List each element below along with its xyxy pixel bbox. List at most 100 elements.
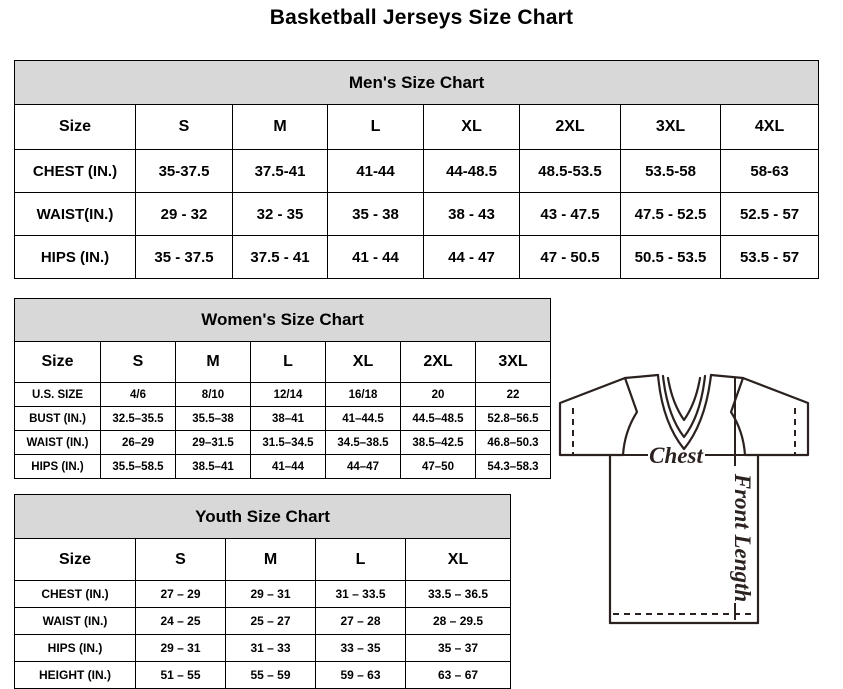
womens-cell-hips-l: 41–44 — [250, 454, 326, 479]
mens-cell-hips-l: 41 - 44 — [327, 235, 424, 279]
mens-cell-chest-3xl: 53.5-58 — [620, 149, 721, 193]
womens-cell-bust-l: 38–41 — [250, 406, 326, 431]
mens-cell-hips-3xl: 50.5 - 53.5 — [620, 235, 721, 279]
youth-col-header-xl: XL — [404, 538, 512, 581]
womens-cell-us-size-2xl: 20 — [400, 382, 476, 407]
youth-row-label-height: HEIGHT (IN.) — [14, 661, 136, 689]
mens-col-header-s: S — [135, 104, 233, 150]
table-row: HIPS (IN.) 29 – 31 31 – 33 33 – 35 35 – … — [14, 634, 512, 662]
youth-cell-chest-s: 27 – 29 — [135, 580, 226, 608]
womens-cell-hips-3xl: 54.3–58.3 — [474, 454, 552, 479]
mens-cell-hips-m: 37.5 - 41 — [232, 235, 328, 279]
womens-row-label-hips: HIPS (IN.) — [14, 454, 101, 479]
table-row: CHEST (IN.) 27 – 29 29 – 31 31 – 33.5 33… — [14, 580, 512, 608]
mens-row-label-chest: CHEST (IN.) — [14, 149, 136, 193]
youth-cell-chest-m: 29 – 31 — [225, 580, 316, 608]
mens-row-label-hips: HIPS (IN.) — [14, 235, 136, 279]
mens-cell-waist-4xl: 52.5 - 57 — [719, 192, 820, 236]
mens-col-header-4xl: 4XL — [719, 104, 820, 150]
womens-chart-banner-row: Women's Size Chart — [13, 298, 552, 342]
mens-cell-waist-l: 35 - 38 — [327, 192, 424, 236]
youth-cell-chest-l: 31 – 33.5 — [315, 580, 406, 608]
womens-cell-waist-xl: 34.5–38.5 — [325, 430, 401, 455]
table-row: U.S. SIZE 4/6 8/10 12/14 16/18 20 22 — [14, 382, 552, 407]
table-row: HEIGHT (IN.) 51 – 55 55 – 59 59 – 63 63 … — [14, 661, 512, 689]
mens-chart-header-row: Size S M L XL 2XL 3XL 4XL — [14, 104, 820, 150]
womens-col-header-l: L — [250, 341, 326, 383]
youth-col-header-m: M — [225, 538, 316, 581]
womens-cell-hips-m: 38.5–41 — [175, 454, 251, 479]
youth-size-chart-table: Youth Size Chart Size S M L XL CHEST (IN… — [13, 494, 512, 689]
youth-cell-height-xl: 63 – 67 — [404, 661, 512, 689]
womens-cell-waist-s: 26–29 — [100, 430, 176, 455]
youth-cell-waist-s: 24 – 25 — [135, 607, 226, 635]
womens-cell-waist-l: 31.5–34.5 — [250, 430, 326, 455]
mens-col-header-3xl: 3XL — [620, 104, 721, 150]
womens-cell-bust-m: 35.5–38 — [175, 406, 251, 431]
womens-col-header-xl: XL — [325, 341, 401, 383]
womens-col-header-2xl: 2XL — [400, 341, 476, 383]
mens-col-header-size: Size — [14, 104, 136, 150]
jersey-measurement-diagram: Chest Front Length — [525, 348, 843, 673]
youth-cell-hips-m: 31 – 33 — [225, 634, 316, 662]
womens-cell-bust-s: 32.5–35.5 — [100, 406, 176, 431]
chest-measurement-label: Chest — [649, 443, 703, 468]
youth-cell-hips-xl: 35 – 37 — [404, 634, 512, 662]
womens-cell-hips-2xl: 47–50 — [400, 454, 476, 479]
youth-chart-header-row: Size S M L XL — [14, 538, 512, 581]
womens-row-label-waist: WAIST (IN.) — [14, 430, 101, 455]
womens-col-header-m: M — [175, 341, 251, 383]
mens-col-header-l: L — [327, 104, 424, 150]
mens-col-header-xl: XL — [423, 104, 520, 150]
youth-chart-banner-row: Youth Size Chart — [13, 494, 512, 539]
youth-col-header-l: L — [315, 538, 406, 581]
mens-cell-chest-s: 35-37.5 — [135, 149, 233, 193]
womens-row-label-bust: BUST (IN.) — [14, 406, 101, 431]
mens-chart-banner-row: Men's Size Chart — [13, 60, 820, 105]
youth-cell-height-l: 59 – 63 — [315, 661, 406, 689]
table-row: WAIST(IN.) 29 - 32 32 - 35 35 - 38 38 - … — [14, 192, 820, 236]
mens-cell-chest-m: 37.5-41 — [232, 149, 328, 193]
table-row: CHEST (IN.) 35-37.5 37.5-41 41-44 44-48.… — [14, 149, 820, 193]
youth-cell-hips-s: 29 – 31 — [135, 634, 226, 662]
womens-cell-waist-2xl: 38.5–42.5 — [400, 430, 476, 455]
table-row: BUST (IN.) 32.5–35.5 35.5–38 38–41 41–44… — [14, 406, 552, 431]
front-length-measurement-label: Front Length — [730, 473, 755, 602]
youth-cell-waist-l: 27 – 28 — [315, 607, 406, 635]
mens-cell-waist-m: 32 - 35 — [232, 192, 328, 236]
youth-cell-height-s: 51 – 55 — [135, 661, 226, 689]
mens-size-chart-table: Men's Size Chart Size S M L XL 2XL 3XL 4… — [13, 60, 820, 279]
mens-cell-hips-s: 35 - 37.5 — [135, 235, 233, 279]
mens-cell-hips-xl: 44 - 47 — [423, 235, 520, 279]
youth-row-label-hips: HIPS (IN.) — [14, 634, 136, 662]
mens-cell-waist-3xl: 47.5 - 52.5 — [620, 192, 721, 236]
youth-row-label-chest: CHEST (IN.) — [14, 580, 136, 608]
table-row: HIPS (IN.) 35 - 37.5 37.5 - 41 41 - 44 4… — [14, 235, 820, 279]
youth-col-header-size: Size — [14, 538, 136, 581]
youth-row-label-waist: WAIST (IN.) — [14, 607, 136, 635]
mens-col-header-m: M — [232, 104, 328, 150]
womens-row-label-us-size: U.S. SIZE — [14, 382, 101, 407]
womens-chart-header-row: Size S M L XL 2XL 3XL — [14, 341, 552, 383]
youth-cell-waist-xl: 28 – 29.5 — [404, 607, 512, 635]
youth-chart-banner: Youth Size Chart — [13, 494, 512, 539]
womens-col-header-3xl: 3XL — [474, 341, 552, 383]
mens-cell-chest-4xl: 58-63 — [719, 149, 820, 193]
youth-cell-chest-xl: 33.5 – 36.5 — [404, 580, 512, 608]
womens-cell-bust-2xl: 44.5–48.5 — [400, 406, 476, 431]
womens-cell-hips-s: 35.5–58.5 — [100, 454, 176, 479]
mens-cell-hips-2xl: 47 - 50.5 — [519, 235, 621, 279]
womens-cell-bust-3xl: 52.8–56.5 — [474, 406, 552, 431]
womens-cell-us-size-3xl: 22 — [474, 382, 552, 407]
womens-cell-us-size-m: 8/10 — [175, 382, 251, 407]
table-row: HIPS (IN.) 35.5–58.5 38.5–41 41–44 44–47… — [14, 454, 552, 479]
mens-cell-waist-2xl: 43 - 47.5 — [519, 192, 621, 236]
mens-cell-chest-l: 41-44 — [327, 149, 424, 193]
womens-cell-hips-xl: 44–47 — [325, 454, 401, 479]
mens-cell-hips-4xl: 53.5 - 57 — [719, 235, 820, 279]
table-row: WAIST (IN.) 26–29 29–31.5 31.5–34.5 34.5… — [14, 430, 552, 455]
youth-cell-hips-l: 33 – 35 — [315, 634, 406, 662]
womens-cell-us-size-s: 4/6 — [100, 382, 176, 407]
womens-size-chart-table: Women's Size Chart Size S M L XL 2XL 3XL… — [13, 298, 552, 479]
youth-col-header-s: S — [135, 538, 226, 581]
